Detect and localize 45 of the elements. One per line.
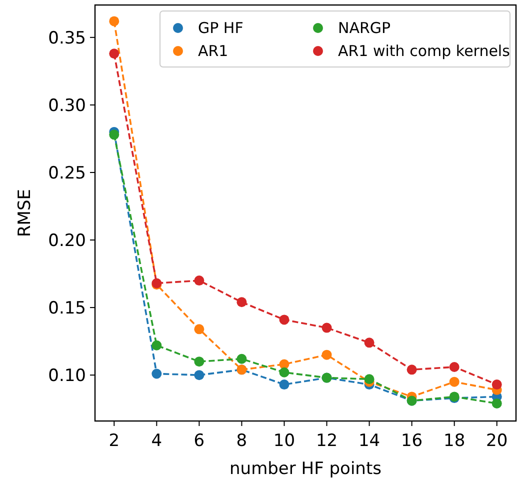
point (364, 338, 374, 348)
point (109, 130, 120, 140)
point (152, 340, 162, 350)
point (279, 314, 290, 325)
point (449, 362, 460, 372)
point (109, 16, 120, 26)
y-tick-label: 0.35 (48, 28, 86, 48)
point (322, 350, 332, 360)
x-tick-label: 4 (151, 431, 162, 451)
x-axis-title: number HF points (230, 459, 382, 479)
point (194, 370, 204, 380)
legend-label: GP HF (198, 19, 244, 37)
x-tick-label: 20 (486, 431, 508, 451)
point (194, 324, 204, 334)
point (279, 380, 290, 390)
point (109, 48, 120, 59)
legend-label: AR1 with comp kernels (338, 42, 510, 60)
point (492, 398, 502, 408)
y-axis-title: RMSE (15, 188, 35, 238)
point (194, 356, 204, 367)
point (322, 322, 332, 333)
point (364, 374, 374, 384)
point (492, 380, 502, 390)
y-tick-label: 0.15 (48, 298, 86, 319)
point (236, 297, 247, 308)
point (236, 354, 247, 364)
point (406, 364, 417, 375)
x-tick-label: 14 (358, 431, 380, 451)
y-tick-label: 0.20 (48, 231, 86, 252)
point (194, 276, 204, 286)
legend-label: AR1 (198, 42, 228, 60)
x-tick-label: 16 (400, 431, 423, 451)
x-tick-label: 2 (108, 431, 120, 451)
point (279, 367, 290, 378)
y-tick-label: 0.30 (48, 96, 86, 116)
y-tick-label: 0.10 (48, 366, 86, 386)
x-tick-label: 8 (236, 431, 248, 451)
legend-label: NARGP (338, 19, 391, 37)
point (449, 376, 460, 387)
x-tick-label: 10 (273, 431, 296, 451)
x-tick-label: 12 (316, 431, 338, 451)
y-tick-label: 0.25 (48, 163, 86, 184)
point (152, 368, 162, 379)
x-tick-label: 18 (444, 431, 466, 451)
x-tick-label: 6 (194, 431, 205, 451)
